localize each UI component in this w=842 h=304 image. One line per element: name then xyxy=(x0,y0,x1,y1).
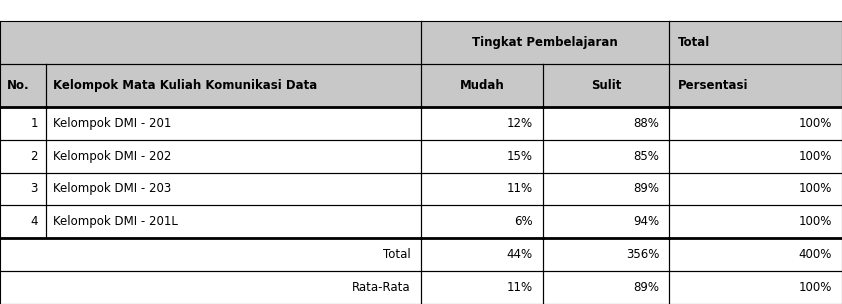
Text: Kelompok DMI - 201L: Kelompok DMI - 201L xyxy=(53,215,178,228)
Text: 94%: 94% xyxy=(633,215,659,228)
Bar xyxy=(421,271,543,304)
Text: 11%: 11% xyxy=(507,182,533,195)
Text: Sulit: Sulit xyxy=(591,79,621,92)
Bar xyxy=(421,107,543,140)
Bar xyxy=(669,271,842,304)
Bar xyxy=(421,140,543,172)
Bar xyxy=(543,172,669,206)
Bar xyxy=(46,206,421,238)
Text: 89%: 89% xyxy=(633,182,659,195)
Text: 15%: 15% xyxy=(507,150,533,163)
Text: Kelompok DMI - 202: Kelompok DMI - 202 xyxy=(53,150,172,163)
Text: 100%: 100% xyxy=(798,215,832,228)
Bar xyxy=(543,271,669,304)
Text: 100%: 100% xyxy=(798,117,832,130)
Bar xyxy=(669,238,842,271)
Text: No.: No. xyxy=(7,79,29,92)
Text: 44%: 44% xyxy=(507,248,533,261)
Bar xyxy=(421,238,543,271)
Text: 356%: 356% xyxy=(626,248,659,261)
Text: Mudah: Mudah xyxy=(460,79,504,92)
Bar xyxy=(669,107,842,140)
Bar xyxy=(46,140,421,172)
Text: 100%: 100% xyxy=(798,182,832,195)
Bar xyxy=(0,140,46,172)
Bar xyxy=(669,172,842,206)
Text: 89%: 89% xyxy=(633,281,659,294)
Text: Persentasi: Persentasi xyxy=(678,79,749,92)
Text: 1: 1 xyxy=(30,117,38,130)
Bar xyxy=(669,140,842,172)
Bar xyxy=(543,238,669,271)
Text: 11%: 11% xyxy=(507,281,533,294)
Text: 4: 4 xyxy=(30,215,38,228)
Bar xyxy=(46,107,421,140)
Bar xyxy=(0,64,46,107)
Bar xyxy=(0,21,421,64)
Text: 3: 3 xyxy=(30,182,38,195)
Bar xyxy=(421,172,543,206)
Text: 400%: 400% xyxy=(798,248,832,261)
Bar xyxy=(46,172,421,206)
Bar xyxy=(669,21,842,64)
Bar xyxy=(0,206,46,238)
Text: 100%: 100% xyxy=(798,281,832,294)
Text: 2: 2 xyxy=(30,150,38,163)
Text: Rata-Rata: Rata-Rata xyxy=(352,281,411,294)
Bar xyxy=(543,206,669,238)
Text: Kelompok DMI - 203: Kelompok DMI - 203 xyxy=(53,182,171,195)
Text: 85%: 85% xyxy=(633,150,659,163)
Bar xyxy=(0,172,46,206)
Text: Kelompok DMI - 201: Kelompok DMI - 201 xyxy=(53,117,172,130)
Text: 12%: 12% xyxy=(507,117,533,130)
Text: Kelompok Mata Kuliah Komunikasi Data: Kelompok Mata Kuliah Komunikasi Data xyxy=(53,79,317,92)
Bar xyxy=(669,206,842,238)
Bar xyxy=(46,64,421,107)
Bar xyxy=(421,64,543,107)
Bar xyxy=(669,64,842,107)
Text: 100%: 100% xyxy=(798,150,832,163)
Bar xyxy=(421,21,669,64)
Bar xyxy=(543,107,669,140)
Bar xyxy=(543,140,669,172)
Text: 88%: 88% xyxy=(633,117,659,130)
Bar xyxy=(0,107,46,140)
Text: Tingkat Pembelajaran: Tingkat Pembelajaran xyxy=(472,36,618,49)
Bar xyxy=(0,271,421,304)
Bar xyxy=(0,238,421,271)
Text: Total: Total xyxy=(383,248,411,261)
Bar xyxy=(543,64,669,107)
Text: Total: Total xyxy=(678,36,710,49)
Bar xyxy=(421,206,543,238)
Text: 6%: 6% xyxy=(514,215,533,228)
